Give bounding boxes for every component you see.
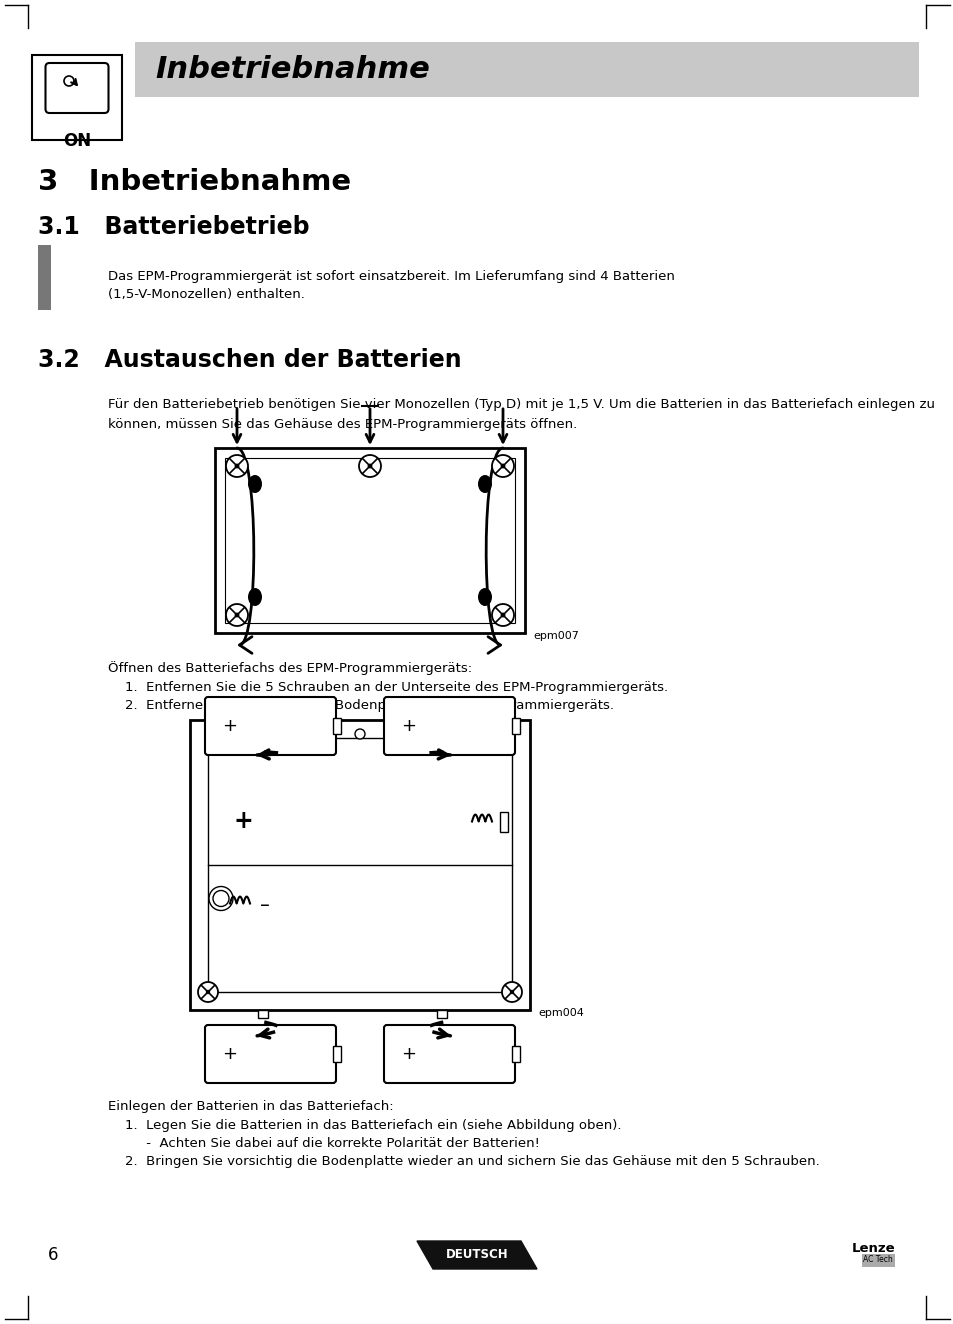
Text: -  Achten Sie dabei auf die korrekte Polarität der Batterien!: - Achten Sie dabei auf die korrekte Pola… [125,1137,539,1151]
Bar [258,1010,268,1018]
FancyArrowPatch shape [236,448,253,653]
Text: Für den Batteriebetrieb benötigen Sie vier Monozellen (Typ D) mit je 1,5 V. Um d: Für den Batteriebetrieb benötigen Sie vi… [108,399,934,410]
Bar [32,56,122,140]
Ellipse shape [248,588,262,606]
Circle shape [209,887,233,911]
Text: 6: 6 [48,1246,58,1264]
Bar [333,718,340,733]
Bar [333,1046,340,1062]
Circle shape [355,730,365,739]
Bar [38,245,51,310]
Bar [499,812,507,831]
Circle shape [206,990,210,994]
Circle shape [64,75,74,86]
Circle shape [213,891,229,907]
Text: ON: ON [63,132,91,150]
FancyBboxPatch shape [46,64,109,113]
Text: +: + [222,1045,237,1063]
Circle shape [226,455,248,477]
FancyArrowPatch shape [486,448,502,653]
Ellipse shape [477,475,492,493]
Circle shape [500,463,505,469]
Circle shape [358,455,380,477]
Bar [437,1010,447,1018]
Text: +: + [401,1045,416,1063]
Text: Inbetriebnahme: Inbetriebnahme [154,56,429,83]
Text: Öffnen des Batteriefachs des EPM-Programmiergeräts:: Öffnen des Batteriefachs des EPM-Program… [108,661,472,675]
Text: epm007: epm007 [533,632,578,641]
Text: 3.1   Batteriebetrieb: 3.1 Batteriebetrieb [38,214,310,240]
Text: DEUTSCH: DEUTSCH [445,1249,508,1262]
Circle shape [198,982,218,1002]
Text: 1.  Entfernen Sie die 5 Schrauben an der Unterseite des EPM-Programmiergeräts.: 1. Entfernen Sie die 5 Schrauben an der … [125,681,667,694]
Bar [208,737,512,992]
Text: 1.  Legen Sie die Batterien in das Batteriefach ein (siehe Abbildung oben).: 1. Legen Sie die Batterien in das Batter… [125,1119,620,1132]
FancyBboxPatch shape [384,696,515,755]
Text: Einlegen der Batterien in das Batteriefach:: Einlegen der Batterien in das Batteriefa… [108,1100,394,1113]
Bar [190,720,530,1010]
Text: 3.2   Austauschen der Batterien: 3.2 Austauschen der Batterien [38,348,461,372]
Circle shape [234,613,239,617]
Circle shape [492,455,514,477]
Circle shape [501,982,521,1002]
Polygon shape [416,1241,537,1268]
Circle shape [492,604,514,626]
Text: +: + [401,718,416,735]
Ellipse shape [477,588,492,606]
FancyBboxPatch shape [205,1025,335,1083]
Ellipse shape [248,475,262,493]
Text: Lenze: Lenze [850,1242,894,1255]
Bar [135,42,918,97]
FancyBboxPatch shape [384,1025,515,1083]
Bar [214,448,524,633]
Bar [225,458,515,624]
Circle shape [234,463,239,469]
FancyBboxPatch shape [205,696,335,755]
Text: 2.  Bringen Sie vorsichtig die Bodenplatte wieder an und sichern Sie das Gehäuse: 2. Bringen Sie vorsichtig die Bodenplatt… [125,1155,819,1168]
Text: epm004: epm004 [537,1008,583,1018]
Circle shape [509,990,514,994]
Text: 2.  Entfernen Sie vorsichtig die Bodenplatte des EPM-Programmiergeräts.: 2. Entfernen Sie vorsichtig die Bodenpla… [125,699,614,712]
Text: –: – [260,896,270,915]
Bar [862,1254,894,1267]
Text: können, müssen Sie das Gehäuse des EPM-Programmiergeräts öffnen.: können, müssen Sie das Gehäuse des EPM-P… [108,418,577,432]
Text: AC Tech: AC Tech [862,1255,892,1264]
Bar [512,718,519,733]
Circle shape [226,604,248,626]
Text: 3   Inbetriebnahme: 3 Inbetriebnahme [38,168,351,196]
Circle shape [367,463,372,469]
Bar [512,1046,519,1062]
Text: +: + [222,718,237,735]
Text: Das EPM-Programmiergerät ist sofort einsatzbereit. Im Lieferumfang sind 4 Batter: Das EPM-Programmiergerät ist sofort eins… [108,270,674,301]
Text: +: + [233,809,253,834]
Circle shape [500,613,505,617]
